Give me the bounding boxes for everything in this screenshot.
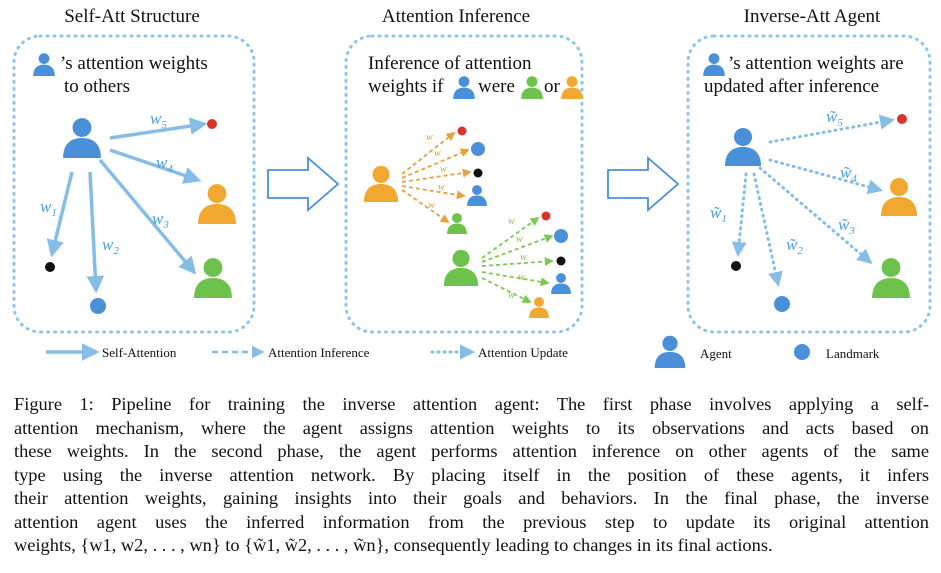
- caption-line: Figure 1: Pipeline for training the inve…: [14, 394, 929, 414]
- panel3-desc-line1: ’s attention weights are: [728, 53, 904, 74]
- legend-agent: Agent: [700, 346, 732, 361]
- caption-line: type using the inverse attention network…: [14, 464, 929, 485]
- orange-inference-labels: w w w w w: [426, 132, 447, 211]
- svg-text:w: w: [516, 234, 523, 245]
- phase-arrow-1: [267, 156, 340, 212]
- svg-text:w: w: [508, 290, 515, 301]
- svg-text:w: w: [518, 272, 525, 283]
- panel-border-inverse-att: [686, 34, 932, 334]
- panel-title-inverse-att: Inverse-Att Agent: [744, 6, 881, 27]
- agent-green-icon: [194, 258, 232, 298]
- self-attention-arrow-w4: [109, 148, 202, 184]
- panel2-desc-line2-b: were: [478, 76, 515, 97]
- caption-line: their attention weights, gaining insight…: [14, 488, 929, 508]
- self-attention-arrow-w3: [98, 158, 197, 275]
- landmark-red: [207, 119, 217, 129]
- panel-border-inference: [344, 34, 584, 334]
- inferring-orange-agent-icon: [363, 165, 399, 202]
- legend-attention-update: Attention Update: [478, 345, 568, 360]
- svg-text:w: w: [520, 252, 527, 263]
- attention-update-arrows: [731, 114, 895, 287]
- landmark-black-2b: [556, 256, 566, 266]
- legend-landmark-icon: [794, 344, 810, 360]
- panel-title-attention-inference: Attention Inference: [382, 6, 530, 27]
- agent-orange-2b-icon: [529, 297, 549, 318]
- landmark-blue-2a: [471, 142, 485, 156]
- agent-icon-blue-small: [453, 76, 475, 99]
- agent-icon-3: [703, 53, 725, 76]
- weight-label-w5: w5: [150, 109, 167, 131]
- landmark-black-3: [731, 261, 741, 271]
- legend-agent-icon: [654, 335, 686, 368]
- panel2-desc-line2-a: weights if: [368, 76, 444, 97]
- agent-green-2a-icon: [447, 213, 467, 234]
- inferring-green-agent-icon: [443, 249, 479, 286]
- landmark-red-3: [897, 114, 907, 124]
- svg-text:w: w: [426, 132, 433, 143]
- self-attention-arrow-w1: [46, 171, 74, 258]
- agent-icon-green-small: [521, 76, 543, 99]
- orange-inference-arrows: [401, 131, 472, 224]
- agent-green-3-icon: [872, 258, 910, 298]
- weight-label-tilde-w5: w̃5: [826, 107, 843, 129]
- weight-label-tilde-w4: w̃4: [840, 163, 857, 185]
- landmark-black-2a: [473, 168, 483, 178]
- weight-label-w1: w1: [40, 197, 57, 219]
- weight-label-tilde-w3: w̃3: [838, 215, 855, 237]
- svg-text:w: w: [508, 216, 515, 227]
- panel-title-self-att: Self-Att Structure: [64, 6, 200, 27]
- legend-attention-inference: Attention Inference: [268, 345, 370, 360]
- legend-landmark: Landmark: [826, 346, 880, 361]
- svg-text:w: w: [440, 164, 447, 175]
- caption-line: attention mechanism, where the agent ass…: [14, 417, 929, 438]
- agent-orange-3-icon: [881, 178, 917, 216]
- weight-label-tilde-w2: w̃2: [786, 235, 803, 257]
- agent-icon: [33, 53, 55, 76]
- figure-caption: Figure 1: Pipeline for training the inve…: [14, 393, 929, 558]
- caption-line: weights, {w1, w2, . . . , wn} to {w̃1, w…: [14, 535, 773, 555]
- caption-line: these weights. In the second phase, the …: [14, 441, 929, 461]
- self-attention-arrow-w2: [86, 171, 105, 294]
- landmark-black: [45, 262, 55, 272]
- panel2-desc-line2-c: or: [544, 76, 561, 97]
- panel2-desc-line1: Inference of attention: [368, 53, 532, 74]
- agent-icon-orange-small: [561, 76, 583, 99]
- green-inference-labels: w w w w w: [508, 216, 527, 301]
- green-inference-arrows: [481, 216, 554, 303]
- agent-orange-icon: [198, 184, 236, 224]
- agent-blue-2b-icon: [551, 273, 571, 294]
- main-agent-icon: [63, 118, 101, 158]
- pipeline-figure: Self-Att Structure Attention Inference I…: [12, 6, 932, 368]
- weight-label-w2: w2: [102, 235, 119, 257]
- phase-arrow-2: [607, 156, 680, 212]
- panel1-desc-line2: to others: [64, 76, 130, 97]
- landmark-red-2a: [457, 126, 467, 136]
- landmark-blue-3: [774, 296, 790, 312]
- caption-line: attention agent uses the inferred inform…: [14, 511, 929, 532]
- legend-self-attention: Self-Attention: [102, 345, 177, 360]
- panel1-desc-line1: ’s attention weights: [60, 53, 208, 74]
- panel-border-self-att: [12, 34, 256, 334]
- weight-label-tilde-w1: w̃1: [710, 203, 727, 225]
- svg-text:w: w: [434, 148, 441, 159]
- agent-blue-2a-icon: [467, 185, 487, 206]
- landmark-blue-2b: [554, 229, 568, 243]
- landmark-red-2b: [541, 211, 551, 221]
- weight-label-w4: w4: [156, 153, 173, 175]
- panel3-desc-line2: updated after inference: [704, 76, 879, 97]
- main-agent-icon-3: [725, 128, 761, 166]
- self-attention-arrow-w5: [109, 117, 208, 140]
- landmark-blue: [90, 298, 106, 314]
- svg-text:w: w: [438, 182, 445, 193]
- svg-text:w: w: [428, 200, 435, 211]
- weight-label-w3: w3: [152, 209, 169, 231]
